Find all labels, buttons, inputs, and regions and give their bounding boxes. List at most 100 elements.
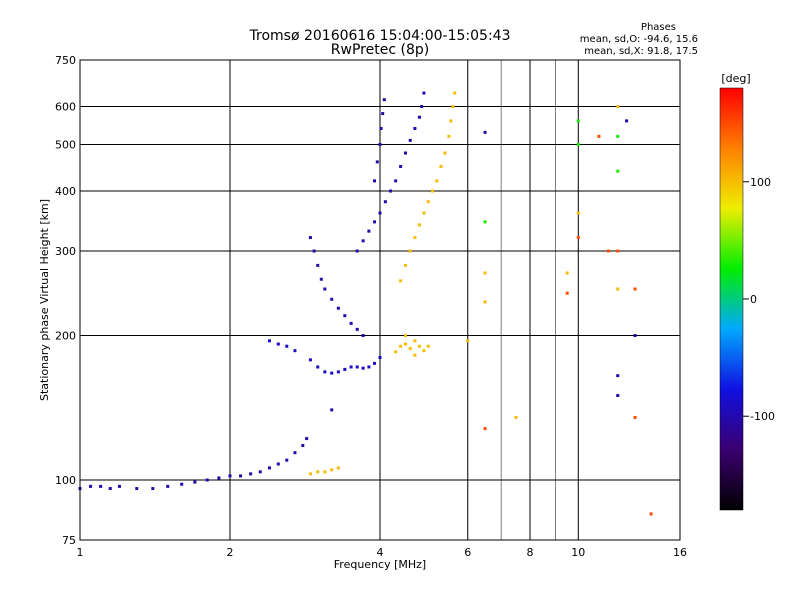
- echo-point: [330, 297, 334, 301]
- echo-point: [649, 512, 653, 516]
- chart-title: Tromsø 20160616 15:04:00-15:05:43: [249, 28, 511, 44]
- echo-point: [483, 130, 487, 134]
- x-tick-label: 8: [527, 546, 534, 559]
- echo-point: [285, 344, 289, 348]
- colorbar-tick-label: -100: [750, 410, 775, 423]
- echo-point: [565, 271, 569, 275]
- echo-point: [99, 484, 103, 488]
- echo-point: [607, 249, 611, 253]
- echo-point: [349, 365, 353, 369]
- echo-point: [330, 468, 334, 472]
- echo-point: [323, 370, 327, 374]
- echo-point: [576, 236, 580, 240]
- echo-point: [355, 327, 359, 331]
- echo-point: [616, 374, 620, 378]
- echo-point: [336, 370, 340, 374]
- echo-point: [616, 287, 620, 291]
- echo-point: [417, 115, 421, 119]
- echo-point: [367, 365, 371, 369]
- colorbar-tick-label: 0: [750, 293, 757, 306]
- echo-point: [293, 349, 297, 353]
- colorbar: [719, 87, 744, 511]
- echo-point: [413, 339, 417, 343]
- x-tick-label: 10: [571, 546, 585, 559]
- phase-stats-heading: Phases: [641, 22, 676, 33]
- y-tick-label: 75: [62, 534, 76, 547]
- echo-point: [367, 229, 371, 233]
- echo-point: [355, 365, 359, 369]
- echo-point: [451, 105, 455, 109]
- echo-point: [447, 134, 451, 138]
- echo-point: [565, 291, 569, 295]
- echo-point: [383, 200, 387, 204]
- echo-point: [403, 342, 407, 346]
- echo-point: [483, 271, 487, 275]
- echo-point: [117, 484, 121, 488]
- echo-point: [205, 478, 209, 482]
- echo-point: [305, 437, 309, 441]
- echo-point: [431, 189, 435, 193]
- x-tick-label: 4: [377, 546, 384, 559]
- echo-point: [399, 164, 403, 168]
- echo-point: [343, 367, 347, 371]
- echo-point: [449, 119, 453, 123]
- echo-point: [413, 353, 417, 357]
- echo-point: [616, 134, 620, 138]
- echo-point: [373, 361, 377, 365]
- echo-point: [308, 236, 312, 240]
- echo-point: [422, 349, 426, 353]
- echo-point: [361, 239, 365, 243]
- echo-point: [633, 287, 637, 291]
- chart-subtitle: RwPretec (8p): [331, 42, 429, 58]
- echo-point: [403, 263, 407, 267]
- echo-point: [361, 366, 365, 370]
- echo-point: [378, 143, 382, 147]
- x-tick-label: 16: [673, 546, 687, 559]
- echo-point: [312, 249, 316, 253]
- echo-point: [514, 415, 518, 419]
- echo-point: [399, 344, 403, 348]
- echo-point: [408, 346, 412, 350]
- echo-point: [443, 151, 447, 155]
- echo-point: [267, 339, 271, 343]
- echo-point: [316, 470, 320, 474]
- echo-point: [394, 179, 398, 183]
- x-tick-label: 6: [464, 546, 471, 559]
- echo-point: [285, 458, 289, 462]
- colorbar-tick-label: 100: [750, 176, 771, 189]
- y-tick-label: 400: [55, 185, 76, 198]
- echo-point: [422, 91, 426, 95]
- echo-point: [633, 334, 637, 338]
- echo-point: [151, 487, 155, 491]
- y-tick-label: 500: [55, 139, 76, 152]
- echo-point: [466, 339, 470, 343]
- echo-point: [616, 394, 620, 398]
- echo-point: [276, 462, 280, 466]
- echo-point: [381, 112, 385, 116]
- echo-point: [439, 164, 443, 168]
- x-tick-label: 1: [77, 546, 84, 559]
- echo-point: [323, 287, 327, 291]
- y-tick-label: 100: [55, 474, 76, 487]
- echo-point: [276, 342, 280, 346]
- echo-point: [382, 98, 386, 102]
- echo-point: [576, 143, 580, 147]
- echo-point: [417, 344, 421, 348]
- x-axis-label: Frequency [MHz]: [334, 558, 426, 571]
- echo-point: [323, 470, 327, 474]
- echo-point: [616, 105, 620, 109]
- echo-point: [293, 451, 297, 455]
- echo-point: [258, 470, 262, 474]
- echo-point: [413, 126, 417, 130]
- echo-point: [316, 365, 320, 369]
- echo-point: [135, 487, 139, 491]
- echo-point: [426, 344, 430, 348]
- echo-point: [576, 211, 580, 215]
- echo-point: [408, 138, 412, 142]
- echo-point: [308, 358, 312, 362]
- echo-point: [308, 472, 312, 476]
- echo-point: [316, 263, 320, 267]
- echo-point: [343, 314, 347, 318]
- echo-point: [633, 415, 637, 419]
